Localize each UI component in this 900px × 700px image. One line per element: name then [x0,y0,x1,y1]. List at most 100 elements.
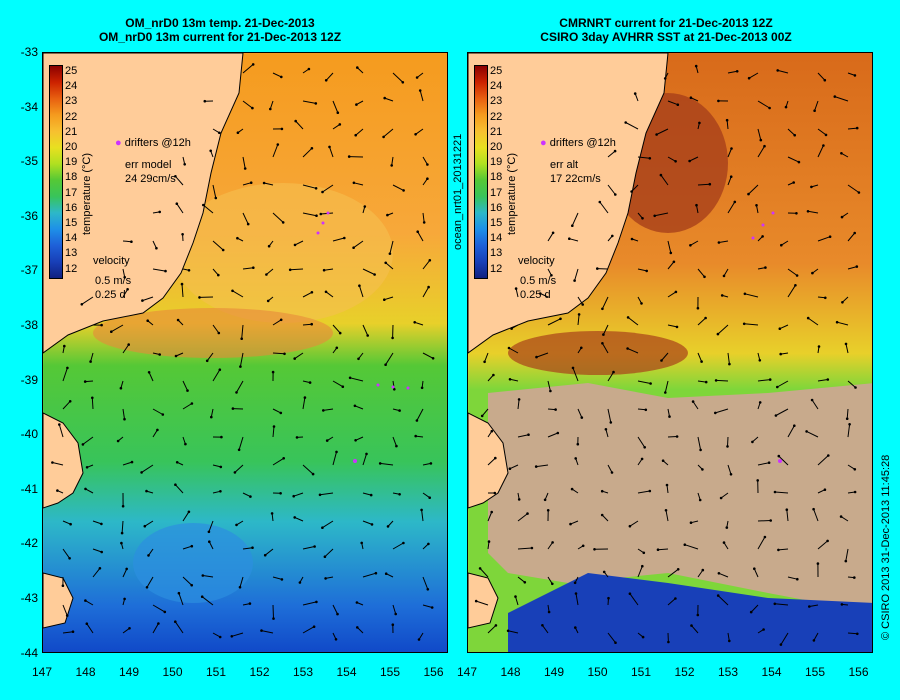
current-arrow-head [571,366,575,370]
current-arrow [323,408,334,411]
current-arrow-head [155,246,158,250]
y-tick-label: -34 [20,99,38,114]
x-tick-label: 152 [674,665,695,679]
current-arrow [385,352,394,365]
current-arrow-head [267,244,271,248]
current-arrow [242,182,252,186]
current-arrow-head [426,588,430,591]
current-arrow [509,378,519,382]
current-arrow-head [828,235,832,238]
current-arrow-head [527,433,530,437]
x-tick-label: 148 [500,665,521,679]
current-arrow-head [336,612,339,616]
y-tick-label: -40 [20,427,38,442]
current-arrow [212,369,221,382]
current-arrow-head [123,417,126,421]
current-arrow-head [614,641,617,644]
current-arrow-head [660,359,663,362]
current-arrow [178,593,184,606]
current-arrow-head [251,106,254,110]
current-arrow [757,128,762,141]
colorbar-tick-label: 25 [65,65,78,77]
current-arrow-head [334,638,338,641]
x-tick-label: 152 [249,665,270,679]
current-arrow [476,600,489,606]
current-arrow-head [69,522,72,526]
current-arrow-head [763,535,767,539]
current-arrow [787,268,798,276]
current-arrow [355,128,364,136]
colorbar-tick-label: 20 [65,141,78,153]
current-arrow-head [676,103,680,106]
current-arrow-head [66,366,69,370]
current-arrow-head [704,316,707,320]
current-arrow [637,436,646,448]
current-arrow [416,408,424,421]
current-arrow [266,268,274,275]
right-map-panel[interactable]: 25 24 23 22 21 20 19 18 17 16 15 14 13 12 temperature… [467,52,873,653]
current-arrow-head [699,448,702,452]
current-arrow-head [607,596,610,600]
current-arrow [417,231,424,242]
current-arrow-head [293,243,297,247]
colorbar-tick-label: 24 [490,80,503,93]
current-arrow-head [235,523,238,527]
current-arrow [517,434,529,438]
current-arrow-head [780,243,783,247]
current-arrow-head [797,160,801,164]
current-arrow-head [523,581,527,584]
current-arrow-head [810,185,813,189]
current-arrow [811,399,819,410]
current-arrow [667,100,678,106]
x-tick-label: 153 [292,665,314,679]
current-arrow-head [85,622,89,625]
colorbar-tick-label: 12 [65,262,78,275]
current-arrow-head [394,612,398,616]
current-arrow-head [517,398,521,401]
current-arrow [726,120,729,130]
current-arrow [272,604,274,619]
current-arrow-head [214,196,218,200]
current-arrow [62,548,71,559]
left-drifters-legend: ● drifters @12h [115,137,191,150]
current-arrow-head [534,465,538,468]
current-arrow-head [270,512,274,515]
current-arrow-head [180,282,184,286]
current-arrow-head [696,613,700,617]
current-arrow [517,399,520,410]
current-arrow [290,268,304,271]
current-arrow [242,156,246,169]
left-velocity-time: 0.25 d [95,289,126,301]
current-arrow-head [174,354,178,358]
current-arrow [577,408,583,418]
current-arrow-head [749,610,753,614]
current-arrow-head [363,205,367,208]
current-arrow-head [672,260,676,264]
current-arrow [208,541,214,550]
current-arrow-head [689,96,693,99]
current-arrow [654,212,669,217]
right-drifters-label: drifters @12h [549,137,616,149]
current-arrow-head [507,346,511,350]
colorbar-tick-label: 13 [65,247,78,260]
current-arrow-head [175,461,179,464]
current-arrow-head [427,285,430,289]
colorbar-tick-label: 18 [490,171,503,184]
current-arrow-head [184,442,187,446]
current-arrow-head [429,462,433,465]
right-title: CMRNRT current for 21-Dec-2013 12Z CSIRO… [446,16,886,44]
current-arrow [85,380,94,383]
current-arrow-head [294,119,297,123]
current-arrow-head [51,461,54,464]
y-tick-label: -38 [20,318,38,332]
current-arrow [238,436,244,450]
left-map-panel[interactable]: 25 24 23 22 21 20 19 18 17 16 15 14 13 12 temperature… [42,52,448,653]
current-arrow-head [279,492,282,495]
current-arrow [122,627,130,634]
current-arrow-head [643,446,646,449]
current-arrow [263,182,274,186]
left-err-label: err model [125,159,172,171]
current-arrow [332,123,341,130]
current-arrow-head [574,626,577,629]
current-arrow-head [176,318,180,322]
